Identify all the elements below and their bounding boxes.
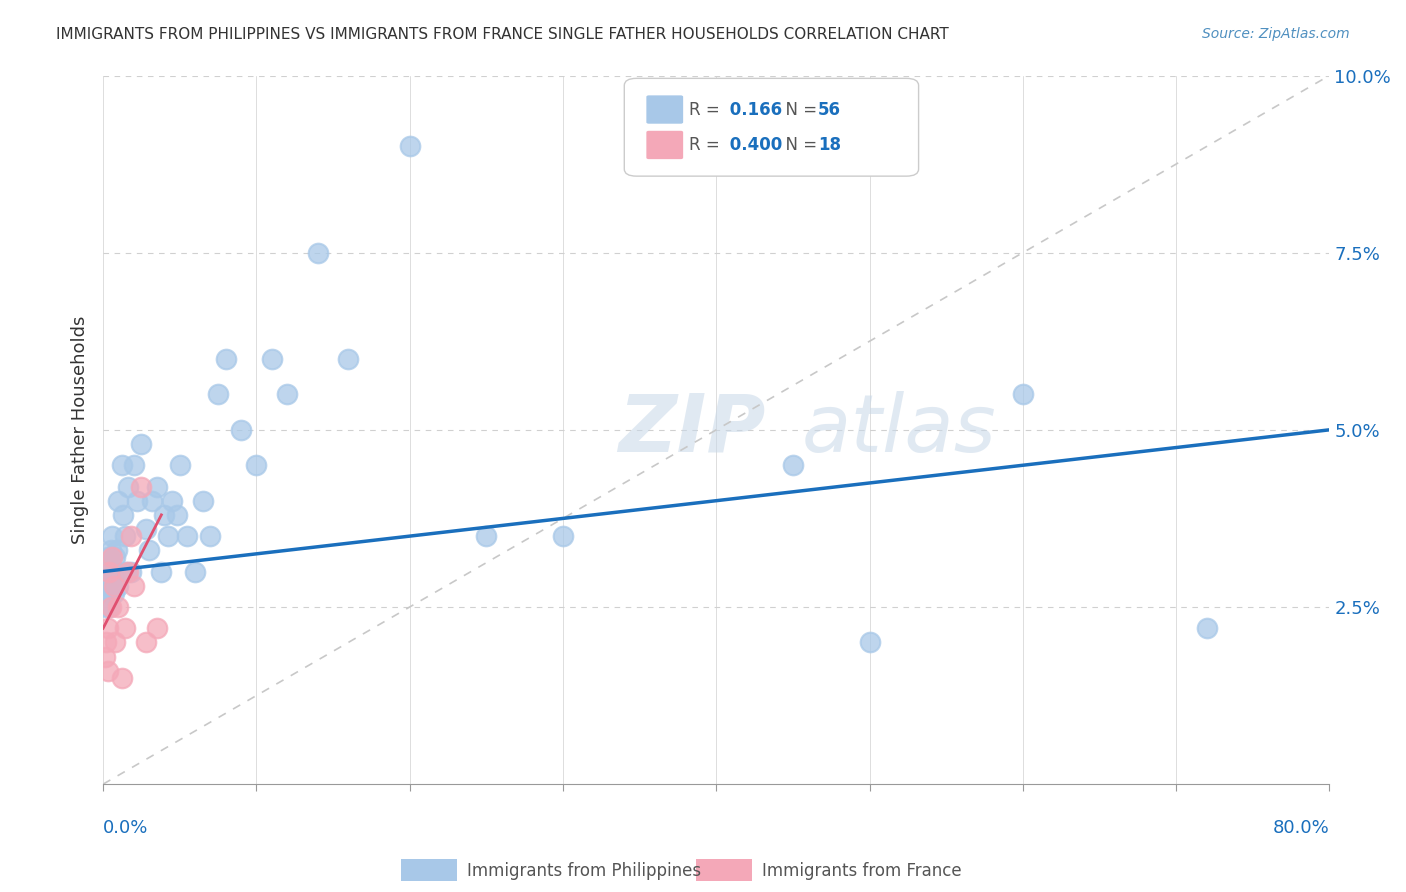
Point: [398, 139, 420, 153]
Point: [276, 387, 298, 401]
Point: [153, 508, 176, 522]
Point: [475, 529, 498, 543]
Point: [93, 565, 115, 579]
Text: Source: ZipAtlas.com: Source: ZipAtlas.com: [1202, 27, 1350, 41]
Point: [125, 493, 148, 508]
Point: [135, 522, 157, 536]
Point: [138, 543, 160, 558]
Text: 0.400: 0.400: [724, 136, 782, 154]
Text: R =: R =: [689, 136, 725, 154]
Point: [107, 599, 129, 614]
Point: [120, 565, 142, 579]
Point: [337, 351, 360, 366]
Point: [122, 579, 145, 593]
Point: [103, 586, 125, 600]
Point: [156, 529, 179, 543]
Text: 56: 56: [818, 101, 841, 119]
Point: [93, 649, 115, 664]
FancyBboxPatch shape: [647, 131, 683, 159]
Point: [98, 565, 121, 579]
Point: [101, 529, 124, 543]
Point: [184, 565, 207, 579]
Point: [104, 635, 127, 649]
Point: [146, 479, 169, 493]
Point: [146, 621, 169, 635]
Point: [245, 458, 267, 473]
Point: [141, 493, 163, 508]
Point: [110, 458, 132, 473]
Point: [104, 550, 127, 565]
Point: [110, 671, 132, 685]
Point: [307, 245, 329, 260]
Point: [166, 508, 188, 522]
Point: [160, 493, 183, 508]
Text: 0.0%: 0.0%: [103, 819, 149, 837]
Point: [1195, 621, 1218, 635]
Point: [131, 437, 153, 451]
Point: [101, 550, 124, 565]
Point: [97, 586, 120, 600]
Point: [782, 458, 804, 473]
Point: [98, 565, 121, 579]
Text: ZIP: ZIP: [619, 391, 765, 469]
Point: [114, 529, 136, 543]
Point: [97, 621, 120, 635]
Text: Immigrants from Philippines: Immigrants from Philippines: [467, 862, 702, 880]
Text: R =: R =: [689, 101, 725, 119]
Point: [100, 558, 122, 572]
Point: [97, 550, 120, 565]
Point: [105, 543, 128, 558]
Text: Immigrants from France: Immigrants from France: [762, 862, 962, 880]
Point: [191, 493, 214, 508]
FancyBboxPatch shape: [624, 78, 918, 176]
Y-axis label: Single Father Households: Single Father Households: [72, 316, 89, 544]
Text: N =: N =: [775, 101, 823, 119]
Point: [131, 479, 153, 493]
Point: [207, 387, 229, 401]
Point: [96, 635, 118, 649]
Point: [107, 579, 129, 593]
Point: [100, 543, 122, 558]
Text: 80.0%: 80.0%: [1272, 819, 1330, 837]
Text: IMMIGRANTS FROM PHILIPPINES VS IMMIGRANTS FROM FRANCE SINGLE FATHER HOUSEHOLDS C: IMMIGRANTS FROM PHILIPPINES VS IMMIGRANT…: [56, 27, 949, 42]
Point: [150, 565, 173, 579]
Point: [215, 351, 238, 366]
Point: [858, 635, 880, 649]
Point: [114, 621, 136, 635]
Text: 0.166: 0.166: [724, 101, 782, 119]
Point: [1011, 387, 1033, 401]
Point: [122, 458, 145, 473]
Point: [103, 565, 125, 579]
Text: 18: 18: [818, 136, 841, 154]
Point: [101, 579, 124, 593]
Point: [260, 351, 283, 366]
Point: [229, 423, 252, 437]
Point: [100, 572, 122, 586]
Point: [176, 529, 198, 543]
Point: [107, 493, 129, 508]
FancyBboxPatch shape: [647, 95, 683, 124]
Point: [200, 529, 222, 543]
Point: [115, 565, 138, 579]
Point: [97, 664, 120, 678]
Text: atlas: atlas: [801, 391, 997, 469]
Point: [100, 599, 122, 614]
Point: [117, 565, 139, 579]
Point: [96, 599, 118, 614]
Point: [169, 458, 191, 473]
Text: N =: N =: [775, 136, 823, 154]
Point: [96, 579, 118, 593]
Point: [112, 508, 135, 522]
Point: [120, 529, 142, 543]
Point: [117, 479, 139, 493]
Point: [135, 635, 157, 649]
Point: [103, 579, 125, 593]
Point: [551, 529, 574, 543]
Point: [98, 599, 121, 614]
